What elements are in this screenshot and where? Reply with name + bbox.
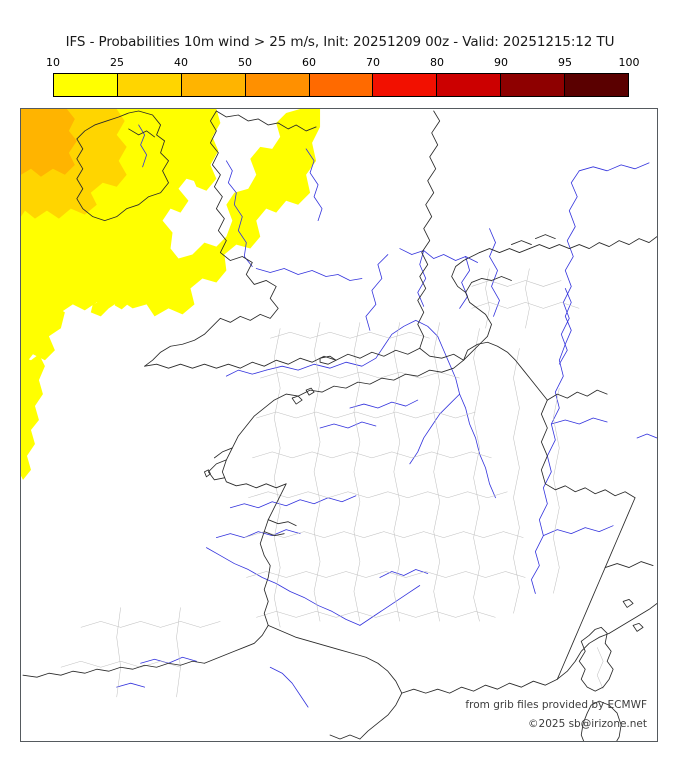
colorbar-swatch-4 — [309, 74, 374, 96]
map-frame[interactable]: from grib files provided by ECMWF ©2025 … — [20, 108, 658, 742]
colorbar-swatch-3 — [245, 74, 310, 96]
colorbar-tick-10: 10 — [46, 56, 60, 69]
probability-patch-c — [114, 296, 129, 310]
colorbar-tick-95: 95 — [558, 56, 572, 69]
colorbar-tick-25: 25 — [110, 56, 124, 69]
colorbar-tick-40: 40 — [174, 56, 188, 69]
probability-patch-d — [132, 291, 147, 305]
coastline-layer — [22, 110, 657, 741]
colorbar-swatch-7 — [501, 74, 566, 96]
colorbar: 10 25 40 50 60 70 80 90 95 100 — [46, 56, 640, 97]
probability-patch-b — [90, 300, 109, 317]
colorbar-tick-60: 60 — [302, 56, 316, 69]
colorbar-swatch-8 — [565, 74, 629, 96]
map-canvas[interactable] — [21, 109, 657, 741]
colorbar-tick-90: 90 — [494, 56, 508, 69]
colorbar-swatch-2 — [181, 74, 246, 96]
colorbar-tick-labels: 10 25 40 50 60 70 80 90 95 100 — [46, 56, 640, 72]
probability-area-10-southwest-tongue — [21, 304, 65, 365]
page-title: IFS - Probabilities 10m wind > 25 m/s, I… — [65, 34, 615, 50]
colorbar-swatch-6 — [437, 74, 502, 96]
colorbar-swatches — [53, 73, 629, 97]
colorbar-swatch-5 — [373, 74, 438, 96]
probability-area-10-irish-sea — [170, 109, 221, 191]
colorbar-tick-80: 80 — [430, 56, 444, 69]
probability-area-40 — [21, 109, 77, 177]
probability-patch-a — [62, 284, 83, 305]
admin-boundaries-layer — [60, 268, 604, 698]
rivers-layer — [116, 124, 657, 708]
probability-area-10-lower-strip — [21, 354, 45, 480]
colorbar-swatch-1 — [117, 74, 182, 96]
colorbar-tick-100: 100 — [618, 56, 640, 69]
probability-shading-layer — [21, 109, 321, 480]
colorbar-tick-70: 70 — [366, 56, 380, 69]
colorbar-tick-50: 50 — [238, 56, 252, 69]
colorbar-swatch-0 — [54, 74, 118, 96]
